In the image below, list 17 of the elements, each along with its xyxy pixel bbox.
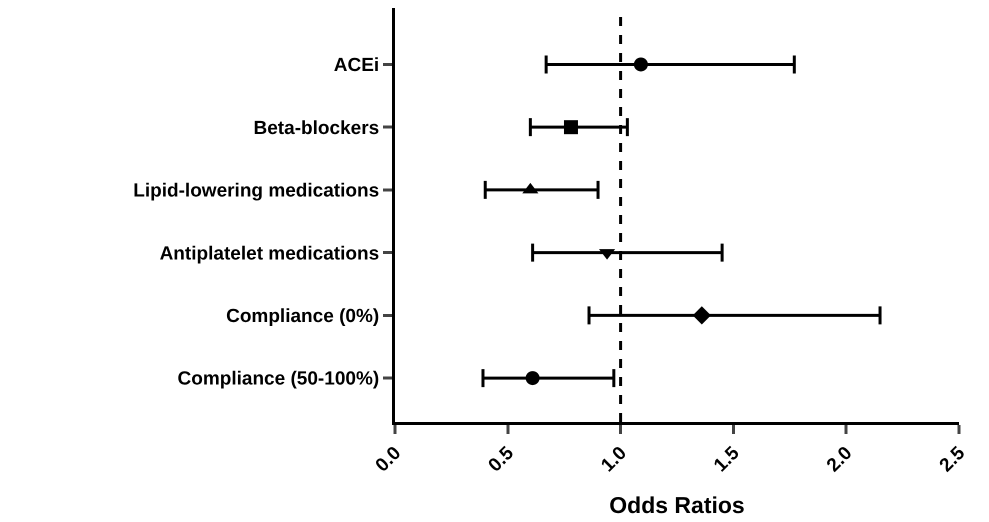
point [692,306,711,324]
y-tick-label: Antiplatelet medications [160,243,380,264]
y-tick-label: Compliance (0%) [226,306,380,328]
point [564,120,578,134]
x-tick-label: 1.5 [710,442,744,476]
y-tick-label: Compliance (50-100%) [178,368,380,390]
point [526,371,540,386]
y-tick-label: Lipid-lowering medications [133,180,380,202]
x-axis-title: Odds Ratios [609,492,745,518]
x-tick-label: 0.0 [372,442,406,476]
x-tick-label: 0.5 [484,442,518,476]
y-tick-label: Beta-blockers [254,118,380,139]
y-tick-label: ACEi [334,55,380,76]
x-tick-label: 2.5 [936,442,970,476]
x-tick-label: 1.0 [597,442,631,476]
x-tick-label: 2.0 [822,442,856,476]
point [634,57,648,72]
